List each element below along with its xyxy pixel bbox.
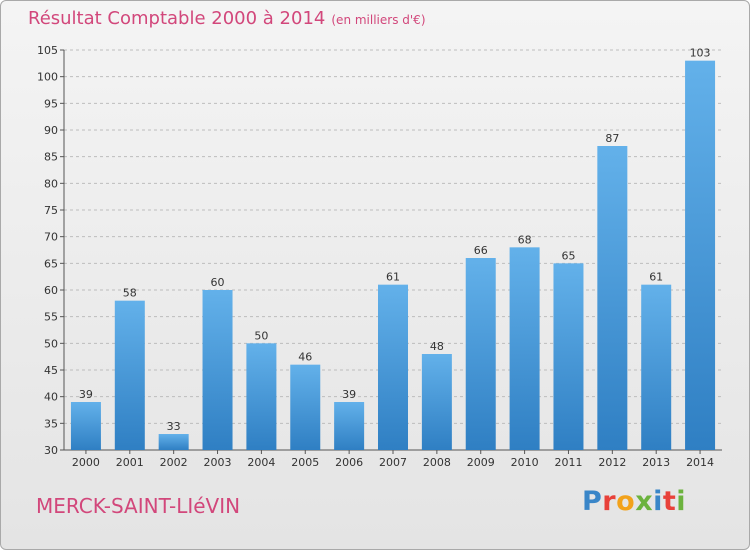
bar-value-label: 33 [167, 420, 181, 433]
bar-value-label: 39 [79, 388, 93, 401]
y-tick-label: 100 [37, 71, 58, 84]
y-tick-label: 75 [44, 204, 58, 217]
bar-value-label: 58 [123, 287, 137, 300]
x-tick-label: 2003 [204, 456, 232, 469]
bar-value-label: 39 [342, 388, 356, 401]
x-tick-label: 2014 [686, 456, 714, 469]
y-tick-label: 70 [44, 231, 58, 244]
y-tick-label: 50 [44, 337, 58, 350]
y-tick-label: 30 [44, 444, 58, 457]
bars [70, 60, 716, 451]
bar-value-label: 60 [211, 276, 225, 289]
bar [158, 434, 189, 450]
chart-subtitle: (en milliers d'€) [331, 13, 426, 27]
bar-value-label: 66 [474, 244, 488, 257]
logo-letter: r [602, 486, 617, 517]
bar [70, 402, 101, 450]
x-tick-label: 2006 [335, 456, 363, 469]
y-tick-label: 55 [44, 311, 58, 324]
y-tick-label: 45 [44, 364, 58, 377]
bar-value-label: 87 [605, 132, 619, 145]
x-tick-label: 2001 [116, 456, 144, 469]
y-tick-label: 80 [44, 177, 58, 190]
y-tick-label: 105 [37, 44, 58, 57]
x-tick-label: 2005 [291, 456, 319, 469]
bar-value-label: 46 [298, 351, 312, 364]
x-tick-label: 2012 [598, 456, 626, 469]
bar [378, 284, 408, 450]
commune-name: MERCK-SAINT-LIéVIN [36, 494, 241, 518]
logo-letter: i [653, 486, 663, 517]
bar [509, 247, 540, 450]
bar [114, 300, 145, 450]
y-tick-label: 60 [44, 284, 58, 297]
y-tick-label: 40 [44, 391, 58, 404]
x-tick-label: 2010 [511, 456, 539, 469]
bar-value-label: 61 [386, 271, 400, 284]
y-tick-label: 90 [44, 124, 58, 137]
y-tick-label: 95 [44, 97, 58, 110]
bar [597, 146, 628, 450]
bar [421, 354, 452, 450]
bar [334, 402, 365, 450]
chart-title-text: Résultat Comptable 2000 à 2014 [28, 8, 326, 29]
x-tick-label: 2002 [160, 456, 188, 469]
bar [290, 364, 321, 450]
x-tick-label: 2000 [72, 456, 100, 469]
x-tick-label: 2011 [554, 456, 582, 469]
bar [465, 258, 496, 450]
x-tick-label: 2008 [423, 456, 451, 469]
bar [553, 263, 584, 450]
chart-title: Résultat Comptable 2000 à 2014 (en millie… [28, 8, 426, 29]
x-tick-label: 2007 [379, 456, 407, 469]
x-tick-label: 2009 [467, 456, 495, 469]
logo-letter: i [676, 486, 687, 517]
bar-value-label: 48 [430, 340, 444, 353]
y-tick-label: 85 [44, 151, 58, 164]
x-tick-label: 2004 [247, 456, 275, 469]
bar [246, 343, 277, 450]
proxiti-logo: Proxiti [582, 486, 686, 517]
bar-value-label: 65 [561, 249, 575, 262]
x-tick-label: 2013 [642, 456, 670, 469]
logo-letter: o [616, 486, 636, 517]
bar-value-label: 61 [649, 271, 663, 284]
logo-letter: t [662, 486, 677, 517]
logo-letter: x [635, 486, 654, 517]
bar [685, 60, 716, 451]
labels: 30 35 40 45 50 55 60 65 70 75 80 85 90 95 100 105 39 2000… [37, 44, 714, 469]
logo-letter: P [582, 486, 603, 517]
bar [202, 290, 233, 450]
y-tick-label: 35 [44, 417, 58, 430]
bar-value-label: 50 [254, 329, 268, 342]
bar [641, 284, 672, 450]
bar-value-label: 68 [518, 233, 532, 246]
y-tick-label: 65 [44, 257, 58, 270]
bar-value-label: 103 [690, 47, 711, 60]
